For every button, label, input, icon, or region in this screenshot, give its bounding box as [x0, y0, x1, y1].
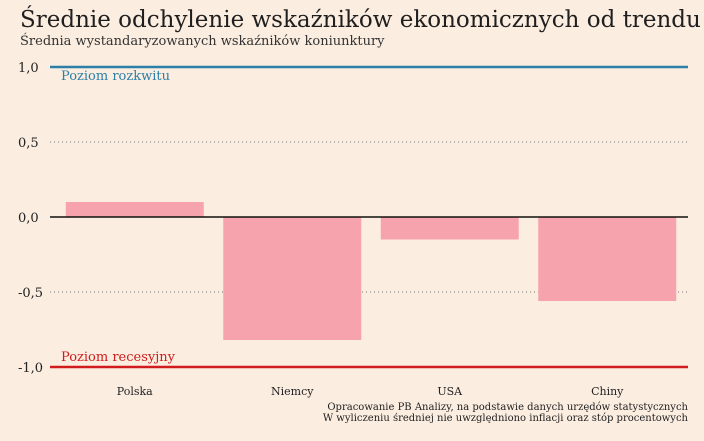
x-tick-label: Niemcy: [271, 385, 314, 398]
recession-level-label: Poziom recesyjny: [61, 350, 176, 365]
x-tick-label: USA: [437, 385, 463, 398]
x-tick-label: Chiny: [591, 385, 624, 398]
bar-niemcy: [223, 217, 362, 340]
bar-polska: [65, 202, 204, 217]
source-note: Opracowanie PB Analizy, na podstawie dan…: [327, 402, 688, 413]
y-tick-label: 1,0: [18, 61, 39, 76]
y-tick-label: -1,0: [18, 361, 43, 376]
bar-chiny: [538, 217, 677, 301]
y-tick-label: -0,5: [18, 286, 43, 301]
y-tick-label: 0,0: [18, 211, 39, 226]
x-tick-label: Polska: [117, 385, 153, 398]
bar-usa: [380, 217, 519, 240]
chart-title: Średnie odchylenie wskaźników ekonomiczn…: [20, 7, 701, 33]
chart-subtitle: Średnia wystandaryzowanych wskaźników ko…: [20, 34, 385, 49]
method-note: W wyliczeniu średniej nie uwzględniono i…: [322, 413, 688, 424]
boom-level-label: Poziom rozkwitu: [61, 69, 170, 84]
y-tick-label: 0,5: [18, 136, 39, 151]
